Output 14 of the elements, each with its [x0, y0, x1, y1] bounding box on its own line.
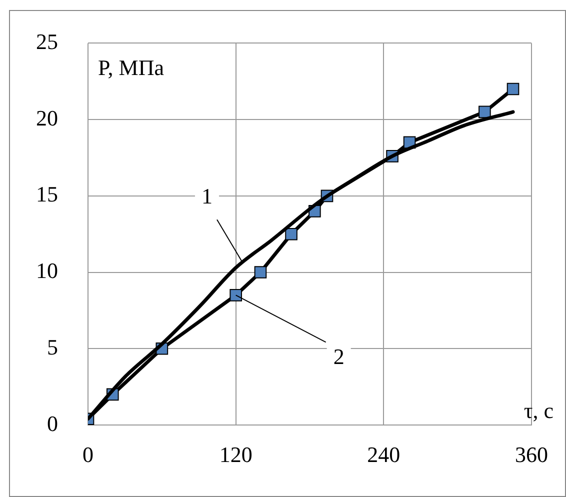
y-axis-title: P, МПа — [98, 54, 164, 80]
x-tick-label: 360 — [515, 442, 548, 467]
x-tick-label: 120 — [219, 442, 252, 467]
x-tick-label: 240 — [367, 442, 400, 467]
x-tick-label: 0 — [82, 442, 94, 467]
y-tick-label: 0 — [47, 410, 58, 436]
annotation: 1 — [201, 183, 212, 208]
y-tick-label: 20 — [36, 105, 58, 130]
y-tick-label: 25 — [36, 28, 58, 54]
annotation: 2 — [333, 344, 344, 369]
y-tick-label: 5 — [47, 334, 58, 360]
y-tick-label: 10 — [36, 258, 58, 284]
x-axis-title: τ, с — [524, 398, 554, 423]
y-tick-label: 15 — [36, 182, 58, 207]
